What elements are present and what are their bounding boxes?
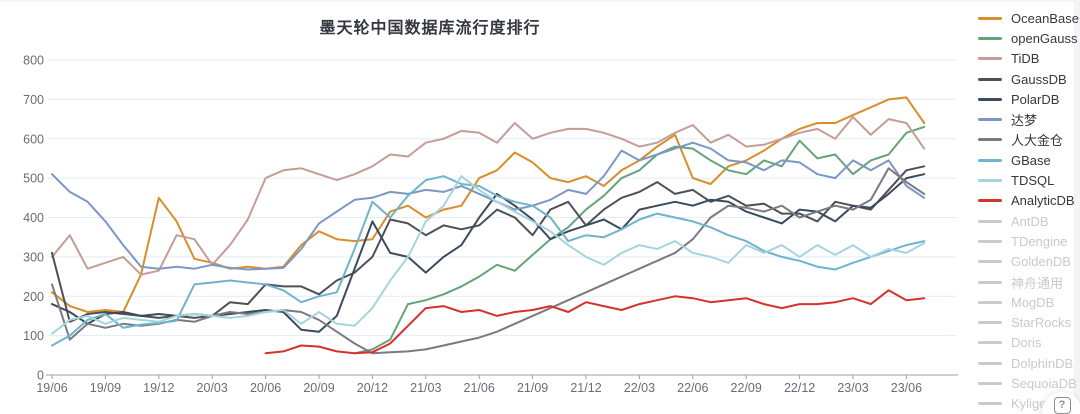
series-line-TDSQL[interactable] (51, 175, 926, 335)
legend-label: 人大金仓 (1011, 133, 1064, 149)
x-tick-label: 23/06 (891, 381, 922, 395)
legend-label: MogDB (1011, 294, 1055, 310)
legend-swatch (978, 402, 1002, 406)
y-tick-label: 600 (23, 132, 44, 146)
series-line-AnalyticDB[interactable] (264, 289, 926, 355)
x-tick-label: 23/03 (837, 381, 868, 395)
x-tick-label: 21/06 (464, 381, 495, 395)
y-tick-label: 800 (23, 54, 44, 68)
x-tick-label: 22/09 (731, 381, 762, 395)
help-icon: ? (1053, 397, 1071, 414)
legend-swatch (978, 199, 1002, 203)
legend-label: 神舟通用 (1011, 275, 1064, 291)
series-line-达梦[interactable] (51, 141, 926, 271)
legend-swatch (978, 239, 1002, 243)
legend-item-GBase[interactable]: GBase (978, 150, 1078, 170)
legend-item-GaussDB[interactable]: GaussDB (978, 69, 1078, 89)
x-tick-label: 21/03 (410, 381, 441, 395)
legend-swatch (978, 118, 1002, 122)
legend-swatch (978, 321, 1002, 325)
legend-item-神舟通用[interactable]: 神舟通用 (978, 272, 1078, 292)
legend-swatch (978, 381, 1002, 385)
legend-label: Doris (1011, 335, 1042, 351)
legend-item-AntDB[interactable]: AntDB (978, 211, 1078, 231)
x-tick-label: 21/12 (570, 381, 601, 395)
legend-item-SequoiaDB[interactable]: SequoiaDB (978, 373, 1078, 393)
x-tick-label: 20/12 (357, 381, 388, 395)
legend-label: AnalyticDB (1011, 193, 1075, 209)
series-line-GBase[interactable] (51, 175, 926, 347)
legend-label: GoldenDB (1011, 254, 1071, 270)
series-line-TiDB[interactable] (51, 116, 926, 276)
legend-label: TDengine (1011, 233, 1068, 249)
legend-label: AntDB (1011, 213, 1049, 229)
series-line-人大金仓[interactable] (51, 167, 926, 355)
legend-swatch (978, 179, 1002, 183)
legend-item-StarRocks[interactable]: StarRocks (978, 312, 1078, 332)
legend-swatch (978, 138, 1002, 142)
legend-item-openGauss[interactable]: openGauss (978, 28, 1078, 48)
legend: OceanBase openGauss TiDB GaussDB PolarDB 达梦人大… (978, 8, 1079, 414)
legend-swatch (978, 97, 1002, 101)
x-tick-label: 19/06 (36, 381, 67, 395)
legend-item-AnalyticDB[interactable]: AnalyticDB (978, 191, 1078, 211)
x-tick-label: 22/12 (784, 381, 815, 395)
y-tick-label: 100 (23, 329, 44, 343)
legend-label: SequoiaDB (1011, 375, 1077, 391)
legend-swatch (978, 361, 1002, 365)
legend-item-OceanBase[interactable]: OceanBase (978, 8, 1079, 28)
series-line-GaussDB[interactable] (51, 165, 926, 323)
chart-title: 墨天轮中国数据库流行度排行 (319, 20, 541, 37)
legend-item-TDengine[interactable]: TDengine (978, 231, 1078, 251)
legend-item-TiDB[interactable]: TiDB (978, 49, 1078, 69)
legend-item-达梦[interactable]: 达梦 (978, 109, 1078, 129)
legend-item-GoldenDB[interactable]: GoldenDB (978, 252, 1078, 272)
legend-item-MogDB[interactable]: MogDB (978, 292, 1078, 312)
x-tick-label: 20/06 (250, 381, 281, 395)
x-tick-label: 19/09 (90, 381, 121, 395)
legend-label: StarRocks (1011, 315, 1071, 331)
legend-label: DolphinDB (1011, 355, 1074, 371)
x-tick-label: 20/09 (303, 381, 334, 395)
y-tick-label: 0 (37, 369, 44, 383)
y-tick-label: 200 (23, 290, 44, 304)
series-line-openGauss[interactable] (353, 125, 926, 355)
legend-label: TiDB (1011, 51, 1040, 67)
legend-item-TDSQL[interactable]: TDSQL (978, 170, 1078, 190)
legend-item-Doris[interactable]: Doris (978, 333, 1078, 353)
y-tick-label: 300 (23, 250, 44, 264)
legend-swatch (978, 77, 1002, 81)
legend-item-人大金仓[interactable]: 人大金仓 (978, 130, 1078, 150)
legend-label: PolarDB (1011, 91, 1060, 107)
legend-label: TDSQL (1011, 173, 1055, 189)
legend-label: OceanBase (1011, 10, 1079, 26)
legend-item-PolarDB[interactable]: PolarDB (978, 89, 1078, 109)
x-tick-label: 21/09 (517, 381, 548, 395)
y-tick-label: 500 (23, 172, 44, 186)
legend-swatch (978, 158, 1002, 162)
legend-label: GBase (1011, 152, 1051, 168)
legend-item-DolphinDB[interactable]: DolphinDB (978, 353, 1078, 373)
x-tick-label: 20/03 (197, 381, 228, 395)
legend-label: 达梦 (1011, 113, 1038, 129)
line-chart-svg: 0 100 200 300 400 500 600 700 800 19/06 19/09 19/12… (23, 54, 958, 395)
legend-swatch (978, 260, 1002, 264)
legend-swatch (978, 36, 1002, 40)
x-tick-label: 22/06 (677, 381, 708, 395)
legend-swatch (978, 280, 1002, 284)
legend-label: GaussDB (1011, 71, 1067, 87)
legend-swatch (978, 341, 1002, 345)
legend-swatch (978, 16, 1002, 20)
y-tick-label: 400 (23, 211, 44, 225)
right-edge-strip (1074, 0, 1080, 414)
x-tick-label: 19/12 (143, 381, 174, 395)
legend-swatch (978, 219, 1002, 223)
legend-label: openGauss (1011, 30, 1078, 46)
top-edge-divider (0, 0, 1080, 2)
y-tick-label: 700 (23, 93, 44, 107)
x-tick-label: 22/03 (624, 381, 655, 395)
legend-swatch (978, 57, 1002, 61)
legend-swatch (978, 300, 1002, 304)
